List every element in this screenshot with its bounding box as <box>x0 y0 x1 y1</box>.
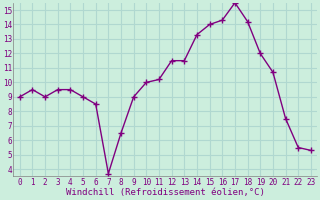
X-axis label: Windchill (Refroidissement éolien,°C): Windchill (Refroidissement éolien,°C) <box>66 188 265 197</box>
